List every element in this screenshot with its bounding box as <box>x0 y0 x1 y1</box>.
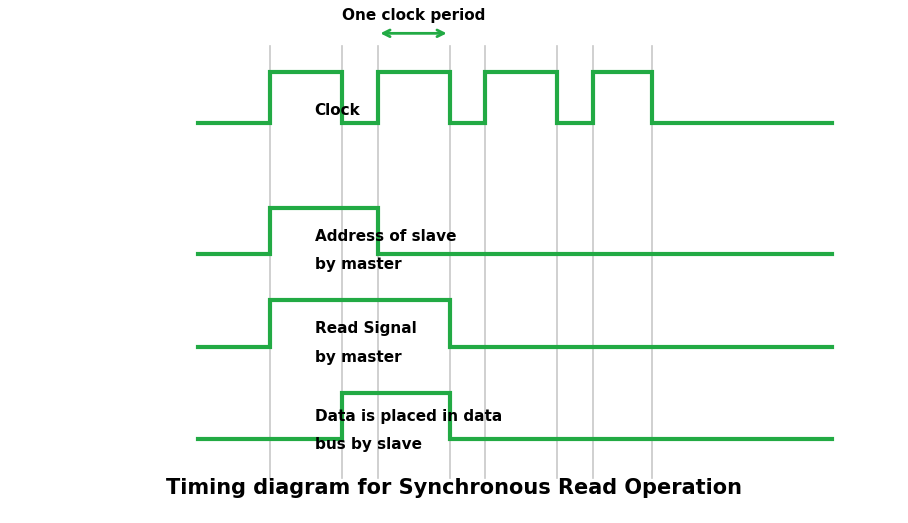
Text: Read Signal: Read Signal <box>314 322 416 336</box>
Text: Data is placed in data: Data is placed in data <box>314 409 502 424</box>
Text: Timing diagram for Synchronous Read Operation: Timing diagram for Synchronous Read Oper… <box>166 478 742 498</box>
Text: Clock: Clock <box>314 103 360 118</box>
Text: by master: by master <box>314 257 401 272</box>
Text: One clock period: One clock period <box>341 8 485 23</box>
Text: Address of slave: Address of slave <box>314 229 456 244</box>
Text: bus by slave: bus by slave <box>314 437 421 452</box>
Text: by master: by master <box>314 350 401 365</box>
